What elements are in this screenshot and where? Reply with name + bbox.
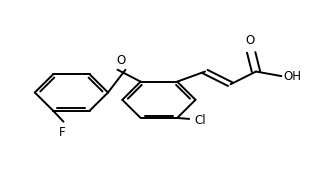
Text: O: O bbox=[116, 54, 125, 67]
Text: Cl: Cl bbox=[194, 114, 205, 127]
Text: OH: OH bbox=[283, 70, 301, 83]
Text: O: O bbox=[245, 34, 254, 47]
Text: F: F bbox=[58, 126, 65, 139]
